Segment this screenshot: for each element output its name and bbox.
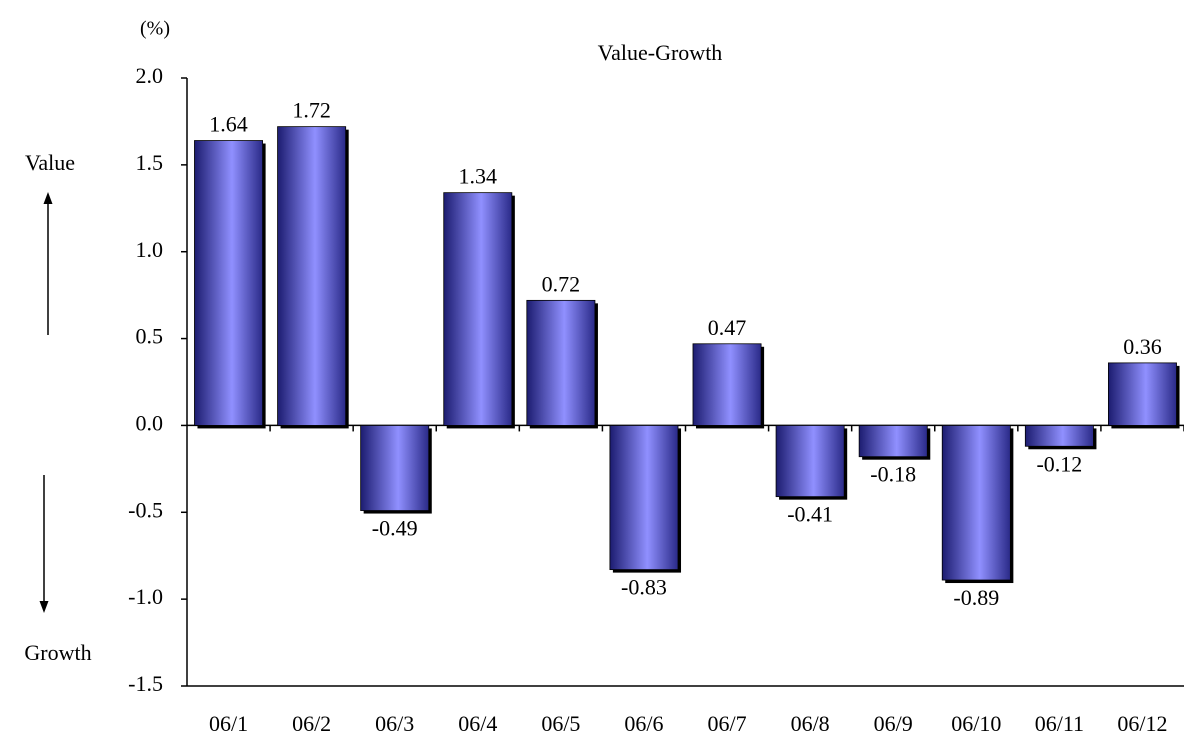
bar — [941, 425, 1011, 581]
y-tick-label: -0.5 — [128, 497, 163, 522]
bar — [775, 425, 845, 498]
y-tick-label: 2.0 — [136, 63, 164, 88]
data-label: 0.36 — [1123, 334, 1162, 359]
bar — [858, 425, 928, 458]
data-label: -0.83 — [621, 575, 667, 600]
subtitle: Value-Growth — [598, 40, 723, 65]
data-label: -0.12 — [1036, 451, 1082, 476]
x-tick-label: 06/1 — [209, 711, 248, 736]
data-label: 0.47 — [708, 315, 747, 340]
x-tick-label: 06/7 — [707, 711, 746, 736]
x-tick-label: 06/10 — [951, 711, 1001, 736]
data-label: -0.41 — [787, 502, 833, 527]
bar — [194, 140, 264, 426]
x-tick-label: 06/2 — [292, 711, 331, 736]
data-label: 0.72 — [542, 271, 581, 296]
data-label: 1.72 — [292, 98, 331, 123]
x-tick-label: 06/11 — [1035, 711, 1084, 736]
x-tick-label: 06/8 — [791, 711, 830, 736]
y-tick-label: -1.0 — [128, 584, 163, 609]
bar — [692, 343, 762, 426]
data-label: -0.18 — [870, 462, 916, 487]
data-label: 1.34 — [459, 164, 498, 189]
bar — [360, 425, 430, 511]
y-tick-label: 0.5 — [136, 324, 164, 349]
y-tick-label: 1.5 — [136, 150, 164, 175]
data-label: -0.49 — [372, 516, 418, 541]
bar — [1107, 362, 1177, 426]
x-tick-label: 06/12 — [1117, 711, 1167, 736]
x-tick-label: 06/9 — [874, 711, 913, 736]
y-tick-label: 0.0 — [136, 410, 164, 435]
bar — [277, 126, 347, 426]
y-tick-label: 1.0 — [136, 237, 164, 262]
annotation: Value — [25, 150, 75, 175]
unit-label: (%) — [140, 18, 170, 40]
bar — [443, 192, 513, 426]
x-tick-label: 06/4 — [458, 711, 497, 736]
bar — [526, 299, 596, 426]
annotation: Growth — [24, 640, 91, 665]
bar — [609, 425, 679, 571]
x-tick-label: 06/3 — [375, 711, 414, 736]
data-label: -0.89 — [953, 585, 999, 610]
x-tick-label: 06/5 — [541, 711, 580, 736]
x-tick-label: 06/6 — [624, 711, 663, 736]
bar — [1024, 425, 1094, 447]
data-label: 1.64 — [209, 112, 248, 137]
y-tick-label: -1.5 — [128, 671, 163, 696]
